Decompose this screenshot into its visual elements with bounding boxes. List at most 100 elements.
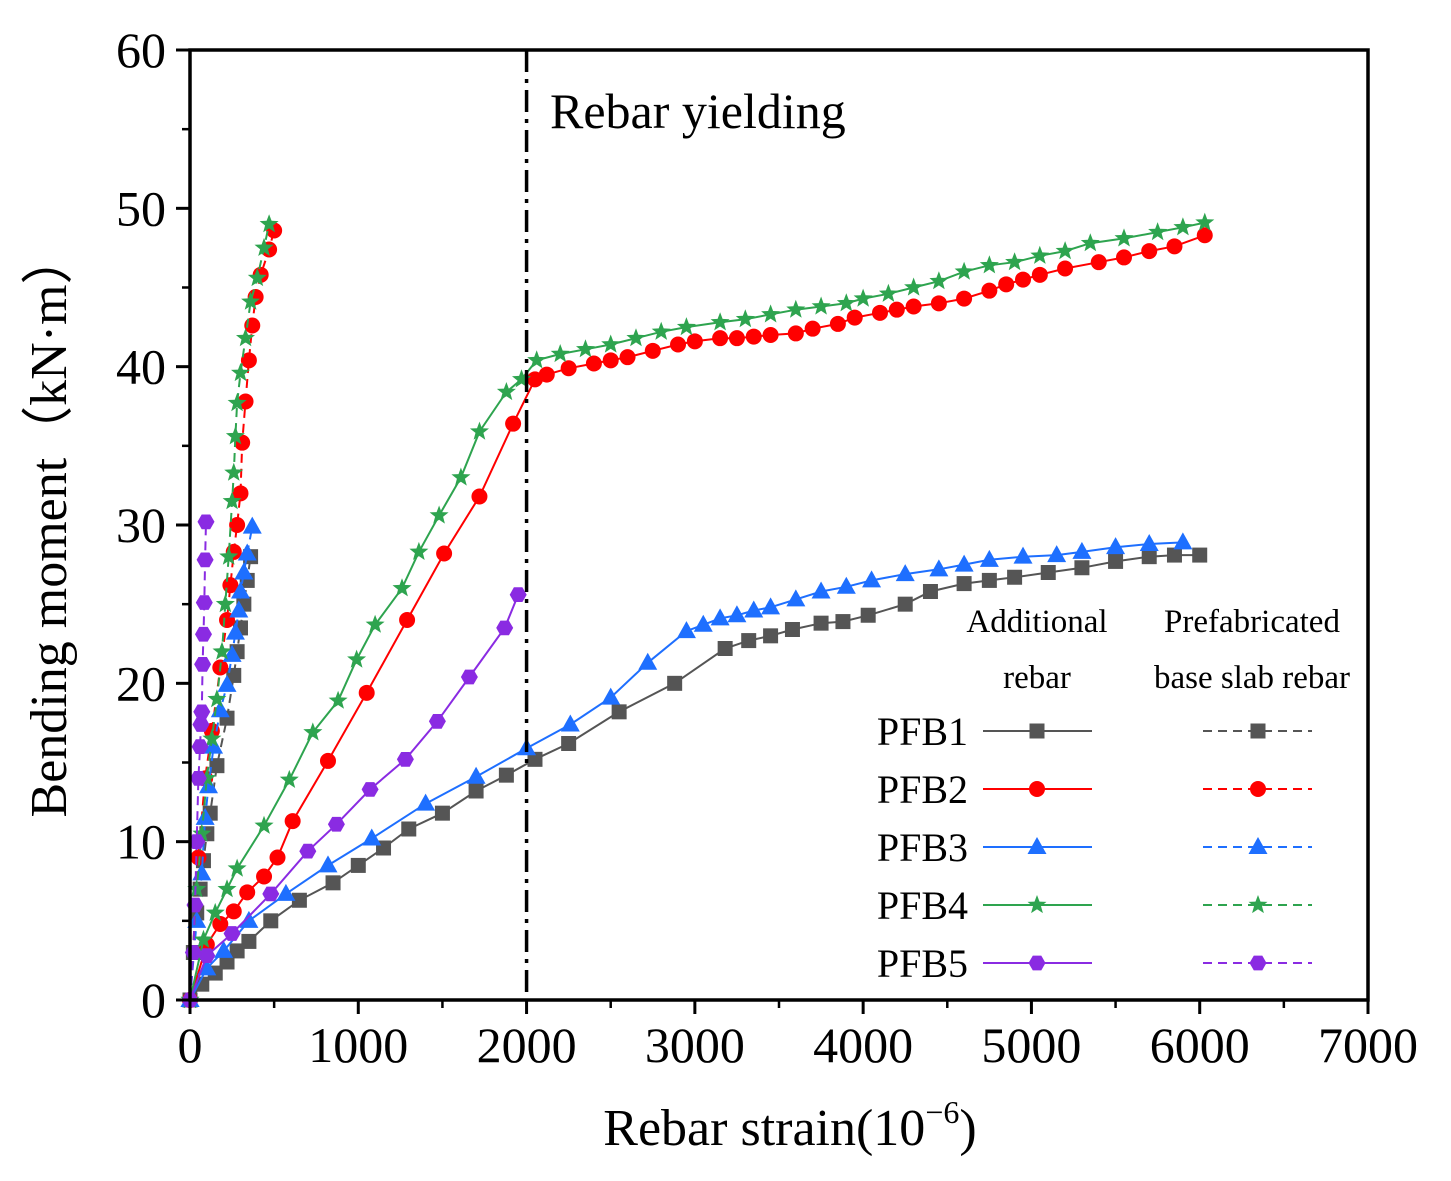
legend-header-prefabricated-2: base slab rebar [1154,660,1350,696]
pfb3-additional-point [362,828,382,846]
pfb5-additional-series [181,587,527,1008]
pfb4-additional-point [735,309,755,328]
pfb2-additional-point [1115,249,1132,266]
pfb4-additional-point [929,271,949,290]
legend-marker-prefabricated [1250,781,1266,797]
pfb2-additional-point [284,813,301,830]
pfb2-additional-point [905,298,922,315]
pfb1-additional-point [611,704,627,720]
pfb4-additional-point [786,299,806,318]
pfb3-prefabricated-point [199,776,219,794]
pfb4-additional-point [550,344,570,363]
pfb2-additional-point [728,330,745,347]
pfb1-additional-point [468,783,484,799]
pfb4-additional-point [1030,245,1050,264]
pfb3-prefabricated-point [234,562,254,580]
pfb4-prefabricated-point [259,214,279,233]
y-tick-label: 10 [116,814,166,870]
legend-marker-additional [1028,955,1046,971]
pfb2-prefabricated-point [229,517,246,533]
pfb4-additional-point [512,369,531,388]
pfb2-additional-point [399,612,416,628]
pfb4-additional-point [469,421,489,440]
pfb3-additional-point [676,621,696,639]
pfb1-additional-point [741,633,757,649]
pfb3-prefabricated-point [222,644,242,662]
pfb3-additional-point [638,652,658,670]
pfb4-additional-point [651,321,671,340]
pfb2-additional-point [225,903,242,920]
pfb2-prefabricated-point [232,485,249,502]
pfb2-additional-point [358,684,375,701]
pfb1-additional-point [350,857,366,873]
pfb4-additional-point [676,317,696,336]
pfb4-additional-point [303,722,323,741]
pfb4-prefabricated-point [247,268,267,287]
series-layer [180,212,1215,1009]
pfb4-additional-point [227,858,247,877]
pfb4-additional-point [451,467,471,486]
pfb3-additional-point [276,883,296,901]
pfb5-prefabricated-point [192,717,210,732]
pfb3-prefabricated-point [225,622,245,640]
pfb1-additional-point [897,596,913,612]
pfb2-additional-point [787,325,804,342]
pfb5-prefabricated-point [188,834,206,849]
pfb2-additional-point [212,916,229,932]
pfb3-additional-point [693,614,713,632]
pfb2-additional-point [871,304,888,321]
pfb4-additional-point [1148,222,1168,241]
legend-label: PFB3 [877,825,968,870]
pfb4-additional-point [576,339,595,358]
pfb5-prefabricated-point [189,771,207,786]
pfb2-additional-point [319,752,336,769]
legend-entry-pfb2: PFB2 [877,767,1312,812]
pfb5-additional-point [361,782,379,797]
pfb3-additional-point [929,559,949,577]
pfb3-additional-point [318,855,338,873]
pfb3-additional-point [1072,541,1092,559]
legend-marker-additional [1027,895,1047,914]
y-tick-label: 0 [141,972,166,1028]
pfb3-additional-point [895,564,915,582]
pfb4-additional-point [1055,241,1075,260]
pfb4-prefabricated-point [215,594,235,613]
pfb5-prefabricated-line [189,521,207,1001]
pfb2-additional-point [644,342,661,359]
pfb2-additional-point [930,295,947,312]
pfb5-prefabricated-point [194,657,212,672]
pfb2-additional-point [1141,243,1158,260]
pfb2-additional-point [1015,271,1032,288]
pfb2-additional-point [436,545,453,562]
legend-marker-additional [1029,723,1045,739]
pfb2-additional-point [1196,227,1213,244]
x-tick-label: 7000 [1318,1017,1418,1073]
pfb3-additional-point [786,589,806,607]
pfb4-additional-point [836,293,856,312]
pfb5-additional-point [496,620,514,636]
pfb4-additional-point [954,261,974,280]
pfb1-additional-point [1192,547,1208,563]
x-tick-label: 1000 [308,1017,408,1073]
pfb1-additional-series [182,547,1208,1008]
pfb4-additional-point [347,649,367,668]
legend-marker-prefabricated [1248,837,1268,854]
pfb4-additional-point [1114,228,1134,247]
pfb3-additional-point [710,608,730,626]
x-tick-label: 3000 [645,1017,745,1073]
pfb4-additional-point [392,578,412,597]
pfb3-additional-point [727,605,747,623]
pfb2-additional-point [471,488,488,505]
pfb2-additional-point [1090,254,1107,271]
legend-entry-pfb1: PFB1 [877,709,1312,754]
pfb3-additional-point [954,554,974,572]
x-tick-label: 6000 [1150,1017,1250,1073]
pfb4-additional-point [527,350,547,369]
pfb3-prefabricated-point [242,516,262,534]
pfb3-additional-point [761,597,781,615]
pfb1-additional-point [784,622,800,637]
pfb4-additional-point [279,769,299,788]
pfb3-additional-point [862,570,882,588]
pfb2-additional-point [745,328,762,345]
